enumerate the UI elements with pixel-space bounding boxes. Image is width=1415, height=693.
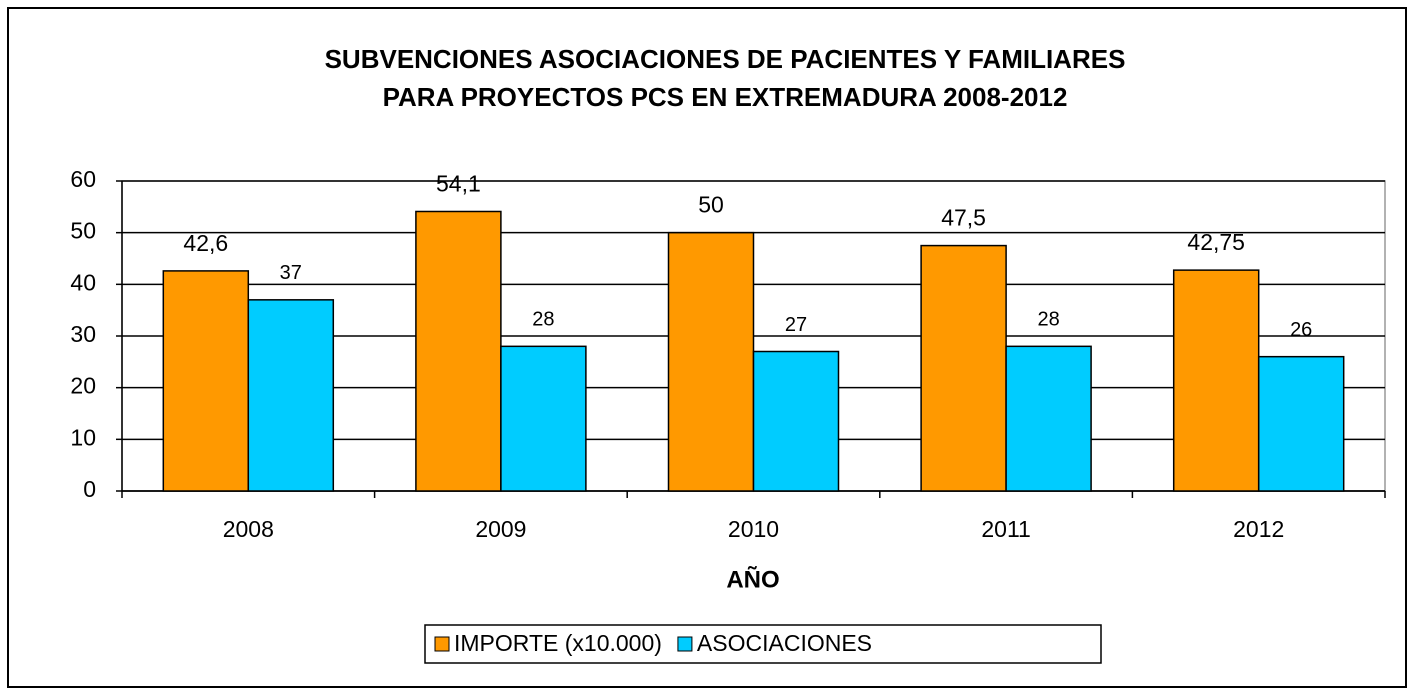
legend-label: IMPORTE (x10.000) [454, 630, 662, 656]
bar [162, 270, 250, 492]
bar [1005, 345, 1092, 492]
y-tick-label: 60 [70, 166, 96, 192]
data-label: 28 [1037, 309, 1059, 331]
legend-swatch [677, 636, 693, 652]
data-label: 54,1 [436, 171, 481, 197]
x-tick-label: 2008 [223, 516, 274, 542]
y-tick-label: 40 [70, 269, 96, 295]
data-label: 47,5 [941, 205, 986, 231]
legend-label: ASOCIACIONES [697, 630, 872, 656]
x-axis-label: AÑO [726, 565, 779, 593]
y-tick-label: 50 [70, 218, 96, 244]
legend-box [424, 624, 1102, 664]
y-tick-label: 10 [70, 424, 96, 450]
data-label: 50 [698, 192, 724, 218]
y-tick-label: 0 [83, 476, 96, 502]
bar [500, 345, 587, 492]
data-label: 28 [532, 309, 554, 331]
x-tick-label: 2010 [728, 516, 779, 542]
bar [247, 299, 335, 492]
bar [1257, 355, 1345, 492]
bar [920, 244, 1007, 492]
data-label: 42,6 [183, 230, 228, 256]
data-label: 26 [1290, 319, 1312, 341]
x-tick-label: 2009 [475, 516, 526, 542]
data-label: 37 [280, 262, 302, 284]
y-tick-label: 20 [70, 373, 96, 399]
bar [415, 210, 502, 492]
data-label: 27 [785, 314, 807, 336]
y-tick-label: 30 [70, 321, 96, 347]
data-label: 42,75 [1187, 229, 1245, 255]
chart-title: PARA PROYECTOS PCS EN EXTREMADURA 2008-2… [383, 82, 1068, 112]
bar [1172, 269, 1260, 492]
x-tick-label: 2012 [1233, 516, 1284, 542]
chart-title: SUBVENCIONES ASOCIACIONES DE PACIENTES Y… [325, 44, 1126, 74]
x-tick-label: 2011 [981, 516, 1030, 542]
bar [667, 231, 755, 492]
legend-swatch [434, 636, 450, 652]
bar [752, 350, 840, 492]
